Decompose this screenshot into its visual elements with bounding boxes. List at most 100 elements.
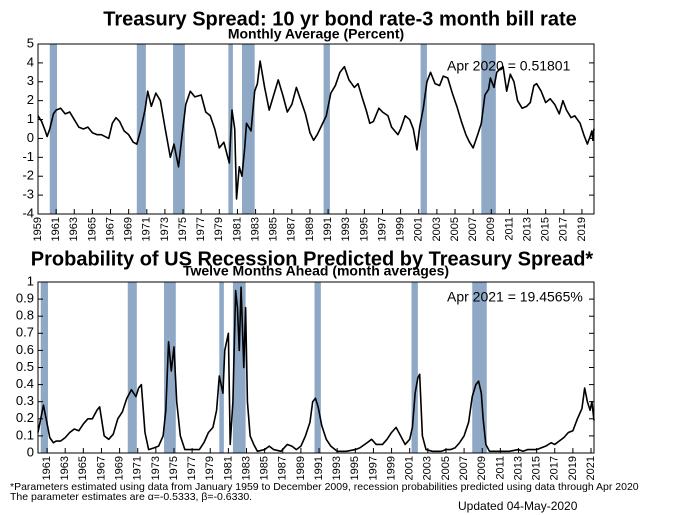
x-tick-label: 2019 [567,456,579,480]
x-tick-label: 2011 [494,456,506,480]
x-tick-label: 1965 [77,456,89,480]
recession-band [219,282,224,453]
x-tick-label: 1967 [104,217,116,241]
x-tick-label: 1971 [132,456,144,480]
x-tick-label: 1999 [395,217,407,241]
x-tick-label: 2013 [521,217,533,241]
x-tick-label: 1985 [259,456,271,480]
recession-band [420,44,427,214]
x-tick-label: 1973 [150,456,162,480]
x-tick-label: 1999 [385,456,397,480]
x-tick-label: 1977 [195,217,207,241]
x-tick-label: 1997 [376,217,388,241]
y-tick-label: 0.8 [16,308,34,323]
recession-band [173,44,185,214]
y-tick-label: -2 [22,168,34,183]
x-tick-label: 1985 [268,217,280,241]
data-line [37,286,595,453]
y-tick-label: -3 [22,187,34,202]
recession-band [314,282,321,453]
x-tick-label: 2001 [404,456,416,480]
footnote: The parameter estimates are α=-0.5333, β… [10,491,252,503]
x-tick-label: 2007 [467,217,479,241]
x-tick-label: 1991 [322,217,334,241]
x-tick-label: 1989 [295,456,307,480]
updated-note: Updated 04-May-2020 [458,499,578,513]
recession-band [481,44,496,214]
y-tick-label: 0.9 [16,291,34,306]
x-tick-label: 1961 [50,217,62,241]
x-tick-label: 2001 [413,217,425,241]
recession-band [49,44,58,214]
x-tick-label: 1975 [177,217,189,241]
y-tick-label: 0.5 [16,359,34,374]
x-tick-label: 1963 [68,217,80,241]
recession-band [323,44,330,214]
x-tick-label: 1983 [249,217,261,241]
x-tick-label: 1987 [277,456,289,480]
x-tick-label: 1979 [204,456,216,480]
y-tick-label: 1 [27,111,34,126]
y-tick-label: 0.7 [16,325,34,340]
x-tick-label: 1979 [213,217,225,241]
y-tick-label: -4 [22,205,34,220]
chart-title: Probability of US Recession Predicted by… [31,248,594,270]
y-tick-label: 0 [27,130,34,145]
y-tick-label: 0.4 [16,376,34,391]
x-tick-label: 1993 [340,217,352,241]
chart-subtitle: Twelve Months Ahead (month averages) [183,263,449,279]
x-tick-label: 1963 [59,456,71,480]
x-tick-label: 2003 [422,456,434,480]
chart-title: Treasury Spread: 10 yr bond rate-3 month… [103,8,576,30]
y-tick-label: 0.6 [16,342,34,357]
x-tick-label: 1997 [367,456,379,480]
x-tick-label: 1961 [41,456,53,480]
data-line [37,60,595,200]
x-tick-label: 1991 [313,456,325,480]
x-tick-label: 1993 [331,456,343,480]
recession-band [127,282,137,453]
x-tick-label: 2013 [512,456,524,480]
x-tick-label: 1981 [222,456,234,480]
x-tick-label: 1965 [86,217,98,241]
x-tick-label: 2009 [476,456,488,480]
recession-band [164,282,176,453]
x-tick-label: 1969 [113,456,125,480]
x-tick-label: 1973 [159,217,171,241]
y-tick-label: 2 [27,92,34,107]
x-tick-label: 2019 [576,217,588,241]
x-tick-label: 1971 [141,217,153,241]
y-tick-label: 4 [27,54,34,69]
x-tick-label: 2017 [549,456,561,480]
chart-subtitle: Monthly Average (Percent) [228,26,404,42]
recession-band [241,44,255,214]
x-tick-label: 1995 [349,456,361,480]
annotation: Apr 2021 = 19.4565% [447,289,583,305]
x-tick-label: 1987 [286,217,298,241]
annotation: Apr 2020 = 0.51801 [447,58,571,74]
x-tick-label: 1995 [358,217,370,241]
x-tick-label: 2005 [440,456,452,480]
x-tick-label: 1977 [186,456,198,480]
recession-band [40,282,48,453]
x-tick-label: 1983 [240,456,252,480]
y-tick-label: 0.1 [16,427,34,442]
y-tick-label: 0 [27,444,34,459]
x-tick-label: 1989 [304,217,316,241]
x-tick-label: 2005 [449,217,461,241]
x-tick-label: 1981 [231,217,243,241]
y-tick-label: 5 [27,35,34,50]
y-tick-label: -1 [22,149,34,164]
x-tick-label: 1975 [168,456,180,480]
y-tick-label: 0.2 [16,410,34,425]
y-tick-label: 0.3 [16,393,34,408]
x-tick-label: 2007 [458,456,470,480]
x-tick-label: 2003 [431,217,443,241]
footnote: *Parameters estimated using data from Ja… [10,481,639,493]
x-tick-label: 2009 [485,217,497,241]
x-tick-label: 1967 [95,456,107,480]
x-tick-label: 1969 [123,217,135,241]
x-tick-label: 2017 [558,217,570,241]
